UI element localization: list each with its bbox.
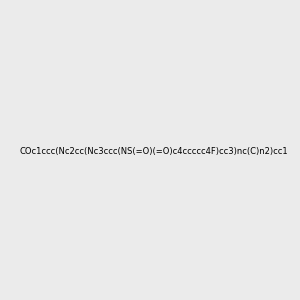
Text: COc1ccc(Nc2cc(Nc3ccc(NS(=O)(=O)c4ccccc4F)cc3)nc(C)n2)cc1: COc1ccc(Nc2cc(Nc3ccc(NS(=O)(=O)c4ccccc4F…: [20, 147, 288, 156]
